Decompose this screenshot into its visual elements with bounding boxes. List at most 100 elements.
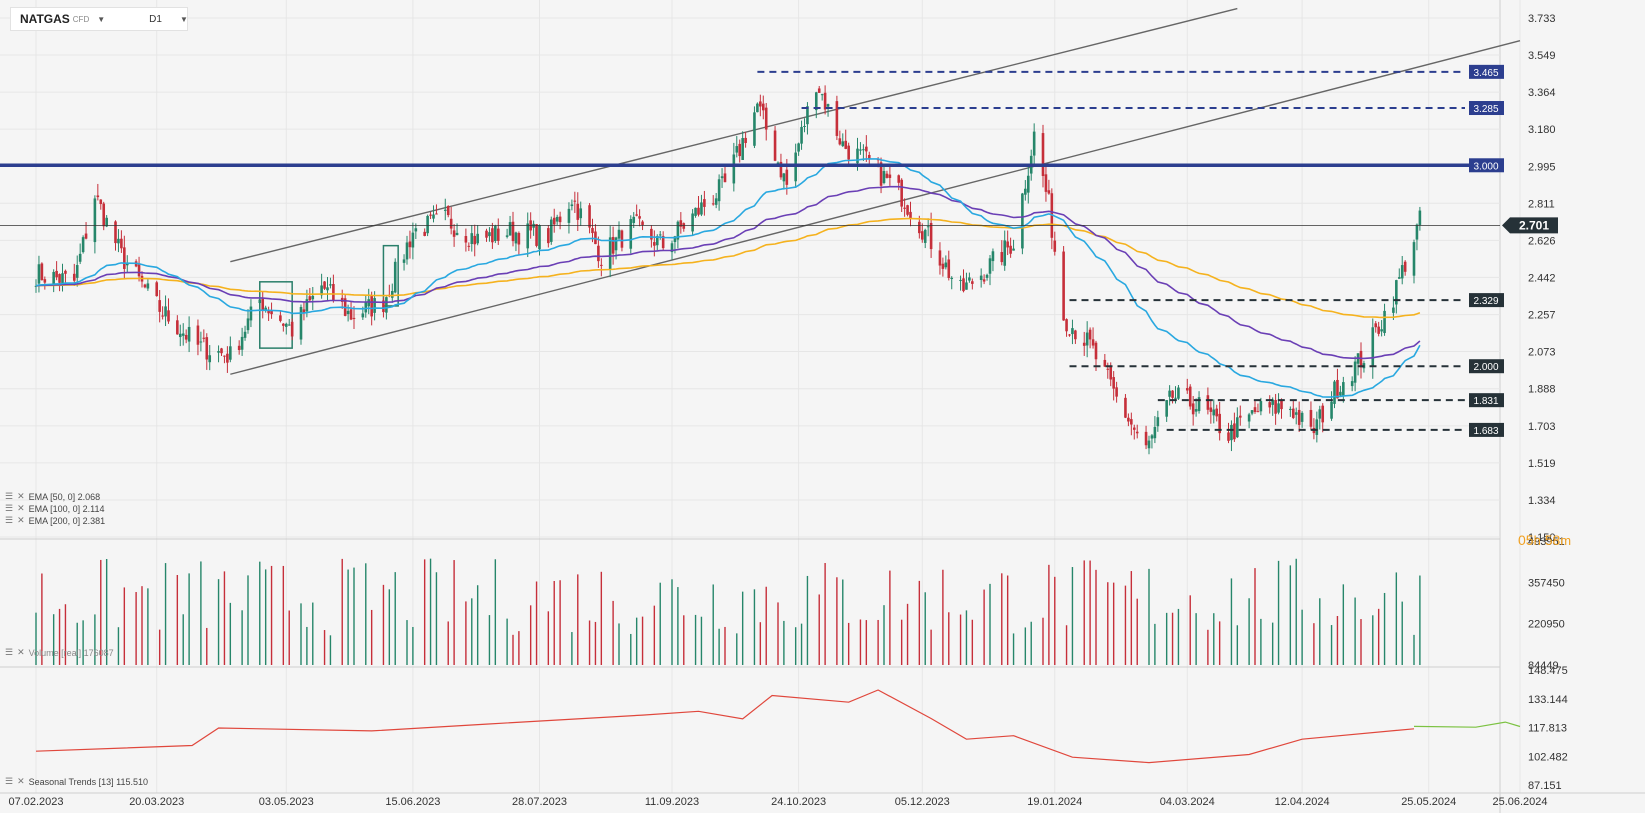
close-icon[interactable]: ✕ <box>17 776 25 786</box>
legend-volume[interactable]: ☰ ✕ Volume [real] 176087 <box>5 647 114 658</box>
legend-ema200[interactable]: ☰ ✕ EMA [200, 0] 2.381 <box>5 515 105 526</box>
x-tick-label: 25.05.2024 <box>1401 796 1456 808</box>
symbol-selector[interactable]: NATGAS CFD ▼ D1 ▼ <box>10 7 188 31</box>
close-icon[interactable]: ✕ <box>17 515 25 525</box>
candle-body <box>308 296 312 301</box>
settings-icon[interactable]: ☰ <box>5 491 14 501</box>
candle-body <box>965 282 968 290</box>
candle-body <box>1177 387 1180 399</box>
legend-ema100[interactable]: ☰ ✕ EMA [100, 0] 2.114 <box>5 503 105 514</box>
level-price-badge[interactable] <box>1469 64 1504 79</box>
candle-body <box>856 148 859 164</box>
candle-body <box>773 130 777 161</box>
candle-body <box>576 203 580 220</box>
consolidation-box <box>259 281 293 349</box>
candle-body <box>1230 424 1233 441</box>
candle-body <box>591 228 594 234</box>
settings-icon[interactable]: ☰ <box>5 503 14 513</box>
symbol-dropdown-icon[interactable]: ▼ <box>97 14 106 24</box>
legend-seasonal[interactable]: ☰ ✕ Seasonal Trends [13] 115.510 <box>5 776 148 787</box>
candle-body <box>1315 419 1319 435</box>
candle-body <box>756 103 759 113</box>
candle-body <box>923 229 927 243</box>
candle-body <box>449 218 453 229</box>
timeframe-value[interactable]: D1 <box>149 13 162 25</box>
candle-body <box>1106 368 1110 370</box>
symbol-name[interactable]: NATGAS <box>20 12 70 26</box>
candle-body <box>143 284 147 288</box>
level-price-badge[interactable] <box>1469 359 1504 374</box>
candle-body <box>785 169 789 185</box>
close-icon[interactable]: ✕ <box>17 647 25 657</box>
candle-body <box>155 282 159 297</box>
candle-body <box>608 237 612 270</box>
settings-icon[interactable]: ☰ <box>5 647 14 657</box>
candle-body <box>959 279 962 281</box>
consolidation-boxes <box>259 244 399 349</box>
candle-body <box>329 284 332 286</box>
candle-body <box>862 149 865 151</box>
candle-body <box>867 154 871 159</box>
legend-ema50[interactable]: ☰ ✕ EMA [50, 0] 2.068 <box>5 491 100 502</box>
candle-body <box>971 281 974 284</box>
candle-body <box>208 355 212 363</box>
candle-body <box>311 295 315 300</box>
candle-body <box>517 232 521 245</box>
current-price-badge[interactable] <box>1502 217 1558 234</box>
volume-bars <box>35 558 1421 665</box>
x-tick-label: 07.02.2023 <box>8 796 63 808</box>
candle-body <box>352 317 356 319</box>
candle-body <box>1047 190 1051 194</box>
candle-body <box>629 219 633 249</box>
candle-body <box>1212 409 1216 416</box>
level-price-badge[interactable] <box>1469 422 1504 437</box>
candle-body <box>202 337 206 339</box>
candle-body <box>806 106 809 125</box>
y-tick-label: 3.180 <box>1528 124 1556 136</box>
close-icon[interactable]: ✕ <box>17 491 25 501</box>
candle-body <box>485 230 488 238</box>
candle-body <box>579 208 583 219</box>
candle-body <box>258 299 262 304</box>
candle-body <box>865 146 868 152</box>
candle-body <box>282 323 285 326</box>
candle-body <box>552 217 556 225</box>
candle-body <box>847 145 850 160</box>
candle-body <box>443 209 447 211</box>
level-price-badge[interactable] <box>1469 101 1504 116</box>
legend-seasonal-text: Seasonal Trends [13] 115.510 <box>28 776 149 787</box>
y-tick-label: 2.811 <box>1528 198 1555 210</box>
candle-body <box>661 235 665 249</box>
candle-body <box>920 231 924 240</box>
candle-body <box>720 176 724 179</box>
candle-body <box>1400 265 1404 279</box>
level-price-badge[interactable] <box>1469 158 1504 173</box>
settings-icon[interactable]: ☰ <box>5 776 14 786</box>
close-icon[interactable]: ✕ <box>17 503 25 513</box>
candle-body <box>679 220 683 227</box>
candle-body <box>982 279 986 282</box>
candle-body <box>1291 408 1295 418</box>
candle-body <box>803 126 806 128</box>
ema100-line <box>35 185 1421 360</box>
horizontal-levels[interactable]: 3.465 3.285 3.000 2.329 2.000 1.831 1.683 2.701 <box>0 64 1558 437</box>
candle-body <box>1062 251 1065 321</box>
candle-body <box>426 215 429 234</box>
candle-body <box>950 277 954 279</box>
timeframe-dropdown-icon[interactable]: ▼ <box>179 14 188 24</box>
level-price-badge[interactable] <box>1469 293 1504 308</box>
candle-body <box>611 236 615 254</box>
y-tick-label: 1.150 <box>1528 532 1556 544</box>
level-price-badge[interactable] <box>1469 393 1504 408</box>
ema50-line <box>35 158 1421 398</box>
candle-body <box>494 226 497 241</box>
candle-body <box>1318 409 1322 419</box>
candle-body <box>393 261 397 293</box>
candle-body <box>1024 188 1027 195</box>
channel-lower-line <box>230 40 1521 375</box>
ema-lines <box>35 158 1421 398</box>
candle-body <box>1333 381 1336 404</box>
settings-icon[interactable]: ☰ <box>5 515 14 525</box>
candle-body <box>732 154 736 184</box>
